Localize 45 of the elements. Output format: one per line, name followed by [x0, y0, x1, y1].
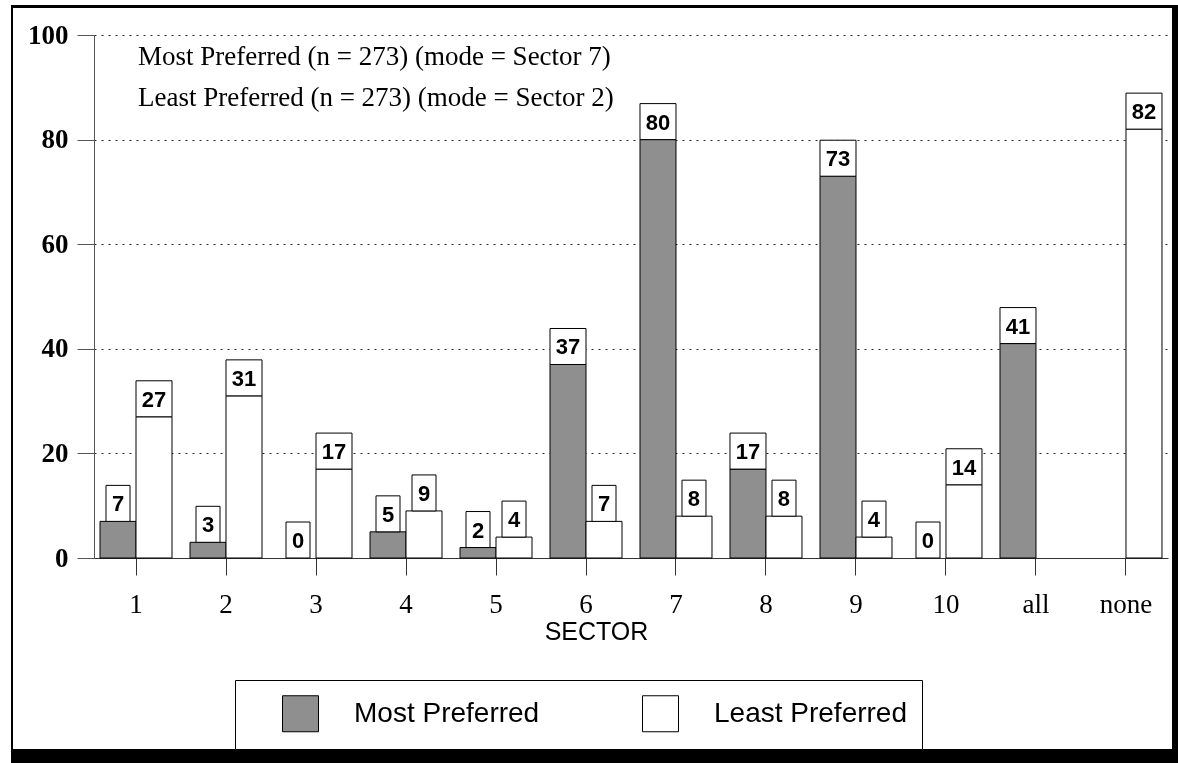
x-tick-label: 8	[759, 588, 773, 619]
y-tick-label: 60	[41, 228, 69, 259]
data-label: 41	[1005, 313, 1031, 339]
x-tick-label: 9	[849, 588, 863, 619]
x-tick-label: 2	[219, 588, 233, 619]
data-label: 9	[417, 480, 431, 506]
x-tick-label: 5	[489, 588, 503, 619]
data-label: 80	[645, 109, 671, 135]
data-label: 82	[1131, 99, 1157, 125]
legend-label: Most Preferred	[354, 696, 540, 728]
data-label: 14	[951, 454, 977, 480]
annotation: Least Preferred (n = 273) (mode = Sector 2)	[138, 82, 614, 112]
data-label: 37	[555, 334, 581, 360]
data-label: 7	[597, 491, 611, 517]
data-label: 27	[141, 386, 167, 412]
legend-label: Least Preferred	[714, 696, 907, 728]
y-tick-label: 100	[28, 19, 69, 50]
y-tick-label: 0	[55, 542, 69, 573]
x-tick-label: 10	[932, 588, 960, 619]
data-label: 0	[291, 528, 305, 553]
x-tick-label: none	[1099, 588, 1153, 619]
y-tick-label: 40	[41, 333, 69, 364]
data-label: 8	[777, 486, 791, 512]
y-tick-label: 80	[41, 124, 69, 155]
data-label: 4	[507, 507, 521, 533]
x-tick-label: 4	[399, 588, 414, 619]
data-label: 17	[735, 439, 761, 465]
data-label: 0	[921, 528, 935, 553]
data-label: 5	[381, 501, 395, 527]
data-label: 2	[471, 517, 485, 543]
x-tick-label: 1	[129, 588, 143, 619]
x-tick-label: 3	[309, 588, 323, 619]
data-label: 3	[201, 512, 215, 538]
data-label: 73	[825, 146, 851, 172]
data-label: 8	[687, 486, 701, 512]
data-label: 31	[231, 365, 257, 391]
x-tick-label: 7	[669, 588, 683, 619]
x-axis-title: SECTOR	[544, 616, 649, 645]
y-tick-label: 20	[41, 437, 69, 468]
x-tick-label: all	[1022, 588, 1050, 619]
data-label: 4	[867, 507, 881, 533]
x-tick-label: 6	[579, 588, 593, 619]
data-label: 7	[111, 491, 125, 517]
data-label: 17	[321, 439, 347, 465]
annotation: Most Preferred (n = 273) (mode = Sector 7)	[138, 41, 611, 71]
